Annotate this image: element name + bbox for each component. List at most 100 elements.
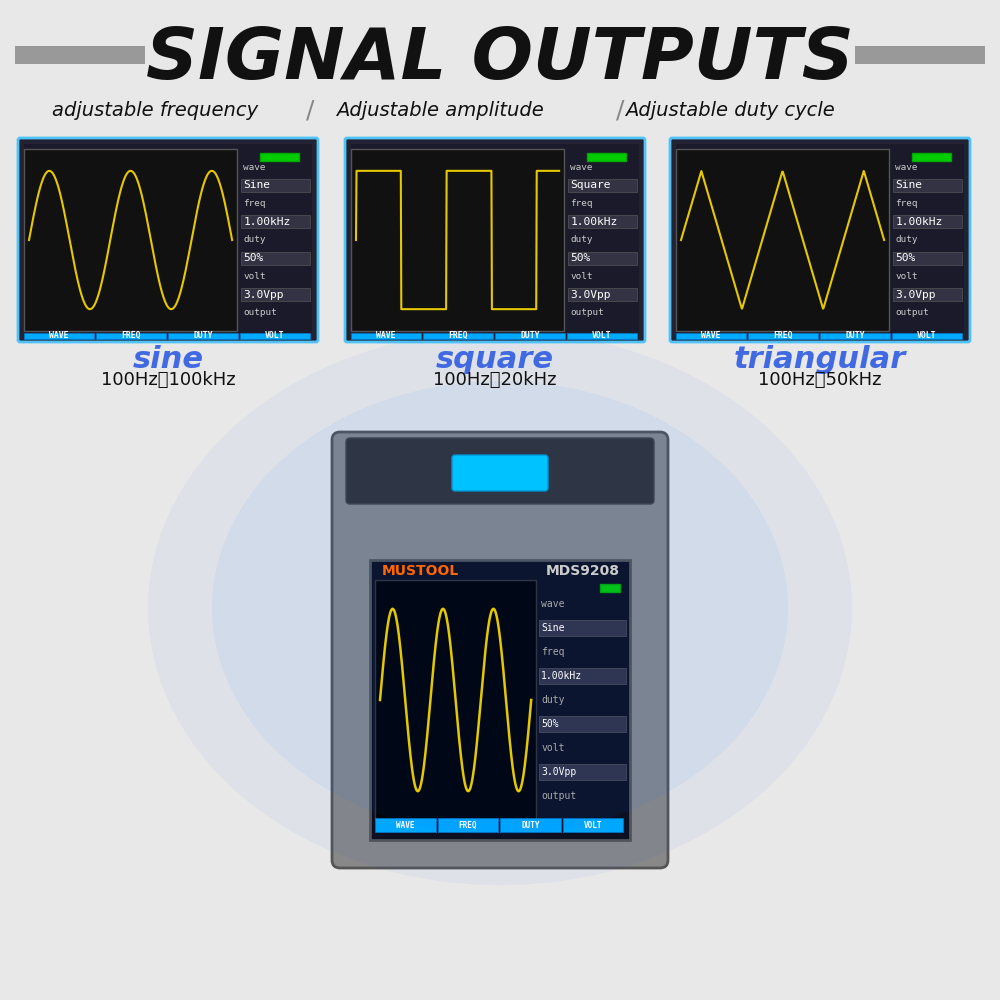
Bar [587,153,626,161]
Text: duty: duty [541,695,565,705]
Text: 50%: 50% [243,253,263,263]
Text: MUSTOOL: MUSTOOL [382,564,459,578]
Bar [562,818,623,832]
Text: VOLT: VOLT [592,331,612,340]
Bar [241,215,310,228]
Text: duty: duty [243,235,266,244]
Bar [375,818,436,832]
Text: Sine: Sine [541,623,565,633]
Bar [892,332,962,339]
Bar [260,153,299,161]
Text: output: output [541,791,576,801]
Bar [568,179,637,192]
Text: VOLT: VOLT [265,331,285,340]
Text: 100Hz～20kHz: 100Hz～20kHz [433,371,557,389]
Text: Adjustable duty cycle: Adjustable duty cycle [625,101,835,119]
Text: output: output [570,308,604,317]
Text: VOLT: VOLT [917,331,937,340]
Text: Sine: Sine [895,180,922,190]
Bar [24,144,312,336]
Text: volt: volt [243,272,266,281]
Bar [676,149,889,331]
Bar [893,252,962,265]
Text: triangular: triangular [734,346,906,374]
Bar [539,764,626,780]
Bar [96,332,166,339]
Bar [568,215,637,228]
Text: WAVE: WAVE [49,331,69,340]
Bar [351,332,421,339]
Bar [168,332,238,339]
Bar [495,332,565,339]
Bar [24,332,94,339]
Text: output: output [895,308,929,317]
Bar [351,149,564,331]
Text: duty: duty [895,235,918,244]
Text: Square: Square [570,180,611,190]
Text: freq: freq [541,647,565,657]
Text: output: output [243,308,277,317]
Text: 3.0Vpp: 3.0Vpp [243,290,284,300]
Text: /: / [306,98,314,122]
Text: freq: freq [243,199,266,208]
Bar [566,149,637,331]
Text: square: square [436,346,554,374]
Text: 3.0Vpp: 3.0Vpp [541,767,576,777]
Text: FREQ: FREQ [458,820,477,830]
Text: 50%: 50% [541,719,559,729]
Bar [24,149,237,331]
Text: wave: wave [895,163,918,172]
Text: volt: volt [895,272,918,281]
Bar [820,332,890,339]
Bar [241,252,310,265]
Bar [375,580,536,820]
Bar [500,818,560,832]
Bar [15,46,145,64]
Text: DUTY: DUTY [845,331,865,340]
Text: adjustable frequency: adjustable frequency [52,101,258,119]
Text: wave: wave [541,599,565,609]
Text: volt: volt [570,272,593,281]
Text: WAVE: WAVE [701,331,721,340]
Bar [893,288,962,301]
Bar [438,818,498,832]
Text: FREQ: FREQ [121,331,141,340]
Bar [240,332,310,339]
FancyBboxPatch shape [18,138,318,342]
FancyBboxPatch shape [345,138,645,342]
Bar [676,332,746,339]
Bar [568,252,637,265]
Bar [855,46,985,64]
Bar [893,215,962,228]
Bar [567,332,637,339]
Text: 3.0Vpp: 3.0Vpp [570,290,611,300]
Text: 1.00kHz: 1.00kHz [541,671,582,681]
FancyBboxPatch shape [670,138,970,342]
Text: sine: sine [132,346,204,374]
Text: wave: wave [570,163,593,172]
Bar [893,179,962,192]
Text: freq: freq [895,199,918,208]
Text: wave: wave [243,163,266,172]
Bar [423,332,493,339]
Text: Sine: Sine [243,180,270,190]
Bar [748,332,818,339]
Text: duty: duty [570,235,593,244]
Bar [539,668,626,684]
Bar [539,716,626,732]
Text: DUTY: DUTY [521,820,540,830]
FancyBboxPatch shape [346,438,654,504]
Text: 50%: 50% [570,253,590,263]
Ellipse shape [212,381,788,835]
Bar [241,288,310,301]
Text: Adjustable amplitude: Adjustable amplitude [336,101,544,119]
Text: DUTY: DUTY [520,331,540,340]
Text: VOLT: VOLT [584,820,602,830]
Bar [370,560,630,840]
Text: /: / [616,98,624,122]
Bar [241,179,310,192]
Bar [676,144,964,336]
Text: volt: volt [541,743,565,753]
Text: DUTY: DUTY [193,331,213,340]
Bar [912,153,951,161]
